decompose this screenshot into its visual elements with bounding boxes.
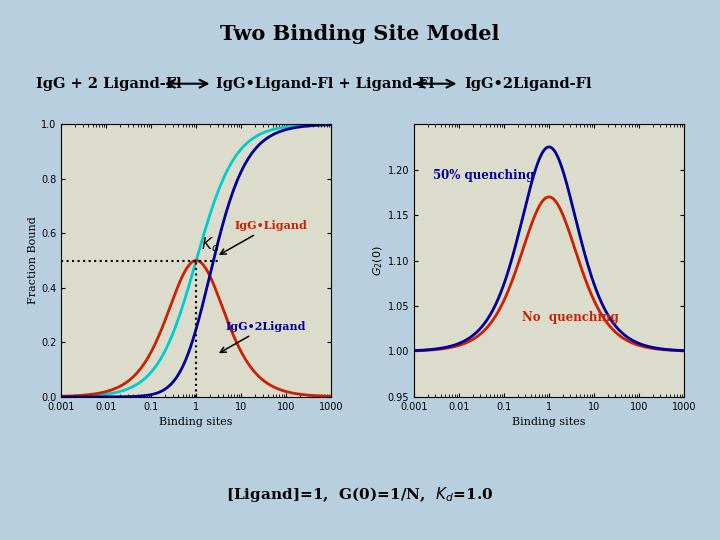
Text: IgG + 2 Ligand-Fl: IgG + 2 Ligand-Fl [36, 77, 181, 91]
Text: No  quenching: No quenching [522, 310, 618, 323]
Text: 50% quenching: 50% quenching [433, 168, 534, 182]
Y-axis label: Fraction Bound: Fraction Bound [28, 217, 38, 305]
Text: IgG•2Ligand-Fl: IgG•2Ligand-Fl [464, 77, 592, 91]
Text: Two Binding Site Model: Two Binding Site Model [220, 24, 500, 44]
X-axis label: Binding sites: Binding sites [512, 417, 586, 427]
Text: IgG•Ligand-Fl + Ligand-Fl: IgG•Ligand-Fl + Ligand-Fl [216, 77, 434, 91]
Text: IgG•2Ligand: IgG•2Ligand [220, 321, 306, 353]
Text: $K_d$: $K_d$ [202, 235, 220, 254]
X-axis label: Binding sites: Binding sites [159, 417, 233, 427]
Y-axis label: $G_2(0)$: $G_2(0)$ [372, 245, 385, 276]
Text: IgG•Ligand: IgG•Ligand [220, 220, 307, 254]
Text: [Ligand]=1,  G(0)=1/N,  $K_d$=1.0: [Ligand]=1, G(0)=1/N, $K_d$=1.0 [226, 484, 494, 504]
